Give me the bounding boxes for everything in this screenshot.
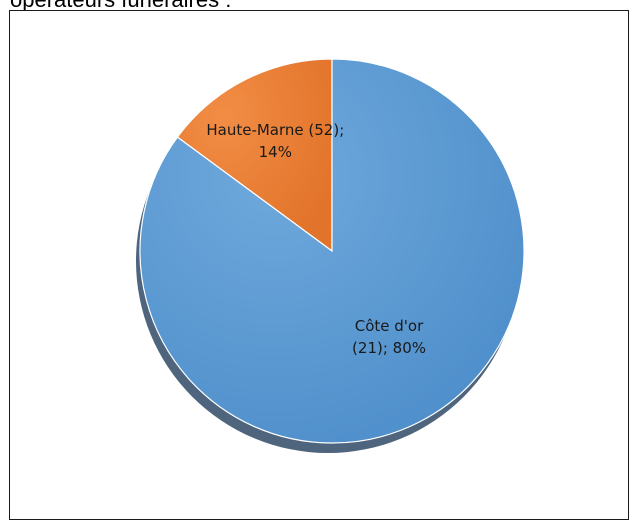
pie-chart: Haute-Marne (52); 14% Côte d'or (21); 80% — [0, 0, 638, 506]
slice-label-line-2: (21); 80% — [352, 339, 426, 357]
slice-label-line-2: 14% — [259, 143, 292, 161]
slice-label-line-1: Haute-Marne (52); — [206, 121, 344, 139]
pie-slices — [140, 59, 524, 443]
slice-label-line-1: Côte d'or — [355, 317, 424, 335]
